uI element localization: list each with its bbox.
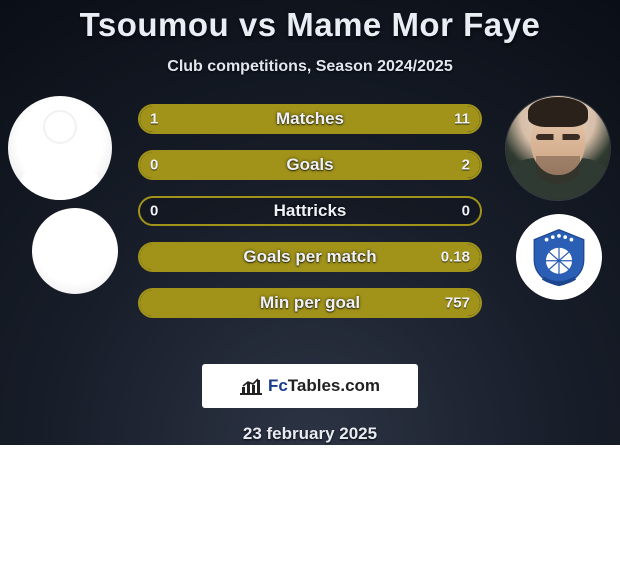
below-card-whitespace [0,445,620,580]
left-club-badge [32,208,118,294]
generated-date: 23 february 2025 [0,424,620,444]
stat-bar-fill-right [140,290,480,316]
logo-text-fc: Fc [268,376,288,395]
stat-bar: 02Goals [138,150,482,180]
bar-chart-icon [240,377,262,395]
stat-value-left: 1 [150,111,158,128]
stat-label: Hattricks [140,201,480,221]
card-content: Tsoumou vs Mame Mor Faye Club competitio… [0,0,620,444]
avatar-brow-shape [536,134,580,140]
stat-bars: 111Matches02Goals00Hattricks0.18Goals pe… [138,104,482,334]
logo-text-dotcom: .com [340,376,380,395]
stat-bar-fill-right [140,244,480,270]
stat-bar: 0.18Goals per match [138,242,482,272]
stat-value-right: 2 [462,157,470,174]
stat-bar: 0 0Hattricks [138,196,482,226]
avatar-placeholder-icon [20,160,100,200]
stat-value-right: 0.18 [441,249,470,266]
avatar-placeholder-icon [43,110,77,144]
club-crest-icon [528,226,590,288]
season-subtitle: Club competitions, Season 2024/2025 [0,58,620,76]
stat-value-left: 0 [150,203,158,220]
comparison-card: Tsoumou vs Mame Mor Faye Club competitio… [0,0,620,445]
stat-value-right: 11 [454,111,470,128]
stat-bar: 111Matches [138,104,482,134]
right-club-badge [516,214,602,300]
page-title: Tsoumou vs Mame Mor Faye [0,0,620,44]
stat-value-left: 0 [150,157,158,174]
logo-text: FcTables.com [268,376,380,396]
right-player-column [490,96,610,300]
stat-value-right: 0 [462,203,470,220]
avatar-beard-shape [536,156,580,184]
left-player-avatar [8,96,112,200]
left-player-column [8,96,128,294]
stat-value-right: 757 [445,295,470,312]
fctables-logo: FcTables.com [202,364,418,408]
stat-bar-fill-right [167,106,480,132]
avatar-hair-shape [528,97,588,127]
stat-bar: 757Min per goal [138,288,482,318]
right-player-avatar [506,96,610,200]
logo-text-tables: Tables [288,376,341,395]
stat-bar-fill-right [140,152,480,178]
comparison-arena: 111Matches02Goals00Hattricks0.18Goals pe… [0,104,620,354]
